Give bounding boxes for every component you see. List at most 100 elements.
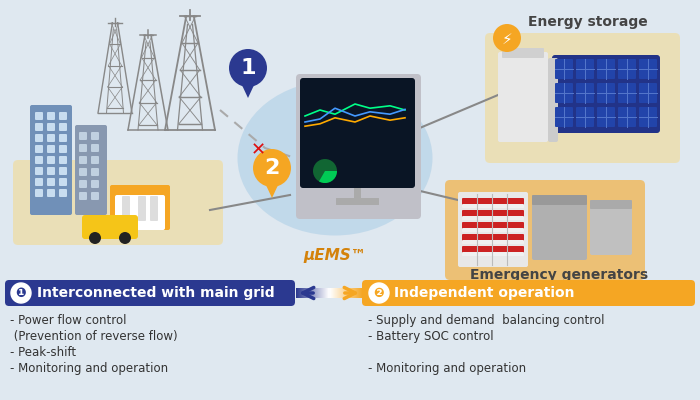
Bar — [326, 288, 327, 298]
Bar — [315, 288, 317, 298]
FancyBboxPatch shape — [462, 252, 524, 256]
Circle shape — [369, 283, 389, 303]
Bar — [296, 288, 297, 298]
Bar — [300, 288, 302, 298]
Bar — [361, 288, 363, 298]
FancyBboxPatch shape — [458, 192, 528, 267]
Bar — [324, 288, 326, 298]
Text: ⚡: ⚡ — [502, 32, 512, 46]
FancyBboxPatch shape — [91, 180, 99, 188]
Bar — [346, 288, 347, 298]
Bar — [352, 288, 354, 298]
Bar — [357, 288, 358, 298]
FancyBboxPatch shape — [462, 198, 524, 206]
Bar — [356, 288, 358, 298]
FancyBboxPatch shape — [296, 74, 421, 219]
Circle shape — [493, 24, 521, 52]
Bar — [323, 288, 325, 298]
Bar — [362, 288, 363, 298]
FancyBboxPatch shape — [618, 83, 636, 103]
FancyBboxPatch shape — [79, 168, 87, 176]
FancyBboxPatch shape — [35, 134, 43, 142]
FancyBboxPatch shape — [35, 167, 43, 175]
FancyBboxPatch shape — [462, 228, 524, 232]
Bar — [358, 288, 359, 298]
Text: 2: 2 — [265, 158, 280, 178]
Bar — [304, 288, 306, 298]
Bar — [339, 288, 340, 298]
FancyBboxPatch shape — [618, 107, 636, 127]
Polygon shape — [265, 183, 279, 198]
FancyBboxPatch shape — [462, 210, 524, 218]
FancyBboxPatch shape — [597, 59, 615, 79]
Bar — [340, 288, 341, 298]
FancyBboxPatch shape — [30, 105, 72, 215]
FancyBboxPatch shape — [597, 83, 615, 103]
FancyBboxPatch shape — [618, 59, 636, 79]
Bar — [297, 288, 298, 298]
Bar — [343, 288, 344, 298]
Bar — [348, 288, 349, 298]
Bar — [337, 288, 339, 298]
FancyBboxPatch shape — [91, 156, 99, 164]
FancyBboxPatch shape — [300, 78, 415, 188]
FancyBboxPatch shape — [5, 280, 295, 306]
FancyBboxPatch shape — [47, 156, 55, 164]
Bar — [314, 288, 315, 298]
Bar — [307, 288, 309, 298]
Wedge shape — [319, 171, 337, 183]
Text: Energy storage: Energy storage — [528, 15, 648, 29]
FancyBboxPatch shape — [82, 215, 138, 239]
Bar — [334, 288, 335, 298]
FancyBboxPatch shape — [79, 132, 87, 140]
FancyBboxPatch shape — [91, 144, 99, 152]
Bar — [360, 288, 361, 298]
FancyBboxPatch shape — [79, 192, 87, 200]
FancyBboxPatch shape — [79, 156, 87, 164]
Text: Emergency generators: Emergency generators — [470, 268, 648, 282]
Bar — [330, 288, 331, 298]
Bar — [319, 288, 321, 298]
FancyBboxPatch shape — [115, 195, 165, 230]
FancyBboxPatch shape — [150, 196, 158, 221]
Bar — [332, 288, 333, 298]
FancyBboxPatch shape — [35, 178, 43, 186]
Bar — [308, 288, 309, 298]
Text: μEMS™: μEMS™ — [304, 248, 367, 263]
Bar — [314, 288, 316, 298]
FancyBboxPatch shape — [138, 196, 146, 221]
FancyBboxPatch shape — [35, 189, 43, 197]
FancyBboxPatch shape — [462, 240, 524, 244]
Ellipse shape — [237, 80, 433, 236]
FancyBboxPatch shape — [555, 83, 573, 103]
FancyBboxPatch shape — [47, 134, 55, 142]
Bar — [351, 288, 352, 298]
Bar — [330, 288, 332, 298]
FancyBboxPatch shape — [35, 156, 43, 164]
Bar — [335, 288, 336, 298]
Bar — [344, 288, 345, 298]
FancyBboxPatch shape — [59, 145, 67, 153]
Bar — [321, 288, 323, 298]
Bar — [316, 288, 318, 298]
Bar — [309, 288, 311, 298]
FancyBboxPatch shape — [47, 123, 55, 131]
FancyBboxPatch shape — [576, 83, 594, 103]
FancyBboxPatch shape — [59, 112, 67, 120]
FancyBboxPatch shape — [639, 83, 657, 103]
FancyBboxPatch shape — [110, 185, 170, 230]
FancyBboxPatch shape — [47, 145, 55, 153]
Bar — [303, 288, 304, 298]
FancyBboxPatch shape — [552, 55, 660, 133]
FancyBboxPatch shape — [485, 33, 680, 163]
FancyBboxPatch shape — [502, 48, 544, 58]
Bar — [354, 288, 356, 298]
Bar — [326, 288, 328, 298]
FancyBboxPatch shape — [59, 123, 67, 131]
FancyBboxPatch shape — [462, 234, 524, 242]
Bar — [344, 288, 346, 298]
FancyBboxPatch shape — [576, 107, 594, 127]
Bar — [350, 288, 351, 298]
Polygon shape — [241, 83, 255, 98]
Bar — [342, 288, 343, 298]
